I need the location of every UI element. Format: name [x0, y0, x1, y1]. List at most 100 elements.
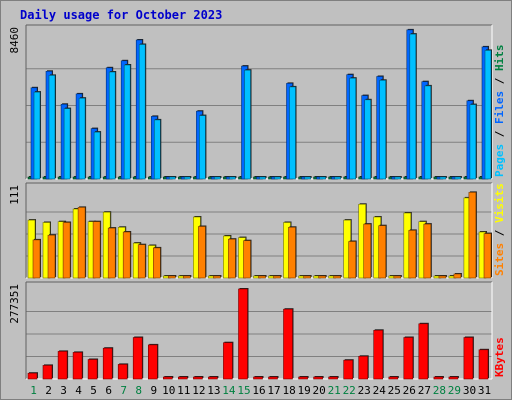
bar-pages-day-18 [289, 86, 296, 180]
legend-part: / [493, 223, 506, 243]
bar-sites-day-19 [303, 275, 311, 279]
bar-kbytes-day-30 [463, 337, 474, 380]
bar-pages-day-17 [274, 176, 281, 180]
bar-pages-day-4 [78, 97, 86, 180]
bar-pages-day-5 [93, 131, 101, 180]
bar-kbytes-day-4 [72, 352, 83, 380]
x-tick-label-2: 2 [45, 384, 52, 397]
x-tick-label-28: 28 [433, 384, 446, 397]
bar-sites-day-29 [453, 273, 462, 279]
bar-sites-day-5 [92, 221, 101, 279]
legend-part: Pages [493, 144, 506, 177]
bar-pages-day-12 [199, 115, 206, 180]
x-tick-label-19: 19 [297, 384, 310, 397]
x-tick-label-29: 29 [448, 384, 461, 397]
panel-pages-files-hits-ymax-label: 8460 [8, 27, 21, 54]
x-tick-label-14: 14 [222, 384, 236, 397]
legend-part: Sites [493, 243, 506, 276]
bar-sites-day-1 [32, 239, 41, 279]
bar-pages-day-6 [108, 71, 116, 180]
bar-sites-day-17 [273, 275, 281, 279]
chart-title: Daily usage for October 2023 [20, 8, 223, 22]
x-tick-label-23: 23 [358, 384, 371, 397]
bar-pages-day-14 [229, 176, 236, 180]
bar-kbytes-day-25 [388, 376, 399, 380]
legend-part: KBytes [493, 337, 506, 377]
x-tick-label-20: 20 [312, 384, 325, 397]
bar-pages-day-23 [364, 99, 372, 180]
bar-sites-day-12 [198, 226, 206, 279]
bar-kbytes-day-1 [27, 372, 38, 380]
panel-pages-files-hits-legend: Pages / Files / Hits [493, 45, 506, 178]
bar-kbytes-day-8 [132, 337, 143, 380]
bar-kbytes-day-26 [403, 337, 414, 380]
x-tick-label-30: 30 [463, 384, 476, 397]
bar-pages-day-19 [304, 176, 311, 180]
bar-kbytes-day-6 [102, 347, 113, 380]
bar-sites-day-22 [348, 241, 357, 279]
bar-sites-day-26 [408, 230, 417, 279]
bar-kbytes-day-18 [283, 308, 293, 380]
x-tick-label-15: 15 [237, 384, 250, 397]
bar-pages-day-28 [439, 176, 447, 180]
bar-sites-day-20 [318, 275, 326, 279]
x-tick-label-27: 27 [418, 384, 431, 397]
bar-kbytes-day-16 [253, 376, 263, 380]
bar-kbytes-day-24 [373, 329, 384, 380]
bar-kbytes-day-20 [313, 376, 323, 380]
bar-sites-day-11 [183, 275, 191, 279]
bar-kbytes-day-11 [178, 376, 188, 380]
x-tick-label-8: 8 [135, 384, 142, 397]
bar-sites-day-27 [423, 223, 432, 279]
bar-pages-day-27 [424, 85, 432, 180]
x-tick-label-1: 1 [30, 384, 37, 397]
panel-kbytes-legend: KBytes [493, 337, 506, 377]
x-tick-label-3: 3 [60, 384, 67, 397]
bar-pages-day-21 [334, 176, 341, 180]
bar-sites-day-7 [122, 231, 131, 279]
bar-pages-day-22 [349, 77, 357, 180]
bar-kbytes-day-23 [358, 355, 369, 380]
x-tick-label-4: 4 [75, 384, 82, 397]
bar-kbytes-day-3 [57, 351, 68, 380]
x-tick-label-10: 10 [162, 384, 175, 397]
bar-kbytes-day-9 [148, 344, 158, 380]
bar-pages-day-24 [379, 80, 387, 180]
panel-visits-sites-ymax-label: 111 [8, 185, 21, 205]
bar-pages-day-9 [154, 119, 161, 180]
bar-pages-day-1 [33, 91, 41, 180]
bar-kbytes-day-27 [418, 323, 429, 380]
legend-part: Visits [493, 183, 506, 223]
bar-sites-day-6 [107, 227, 116, 279]
bar-kbytes-day-17 [268, 376, 278, 380]
bar-pages-day-7 [123, 64, 131, 180]
x-tick-label-26: 26 [403, 384, 416, 397]
bar-kbytes-day-7 [117, 364, 128, 380]
bar-pages-day-26 [409, 33, 417, 180]
bar-sites-day-24 [378, 225, 387, 279]
bar-sites-day-8 [137, 244, 146, 279]
x-tick-label-25: 25 [388, 384, 401, 397]
bar-sites-day-9 [153, 247, 161, 279]
bar-sites-day-4 [77, 207, 86, 279]
bar-pages-day-13 [214, 176, 221, 180]
x-tick-label-5: 5 [90, 384, 97, 397]
bar-sites-day-21 [333, 275, 341, 279]
bar-pages-day-20 [319, 176, 326, 180]
bar-kbytes-day-2 [42, 365, 53, 380]
bar-pages-day-2 [48, 75, 56, 180]
bar-sites-day-10 [168, 275, 176, 279]
bar-sites-day-31 [483, 233, 492, 279]
panel-visits-sites-legend: Sites / Visits [493, 183, 506, 276]
bar-kbytes-day-29 [448, 376, 459, 380]
legend-part: / [493, 124, 506, 144]
bar-sites-day-2 [47, 234, 56, 279]
bar-kbytes-day-21 [328, 376, 338, 380]
bar-pages-day-31 [484, 50, 492, 180]
bar-sites-day-3 [62, 222, 71, 279]
x-tick-label-21: 21 [328, 384, 341, 397]
bar-kbytes-day-14 [223, 342, 233, 380]
x-tick-label-6: 6 [105, 384, 112, 397]
